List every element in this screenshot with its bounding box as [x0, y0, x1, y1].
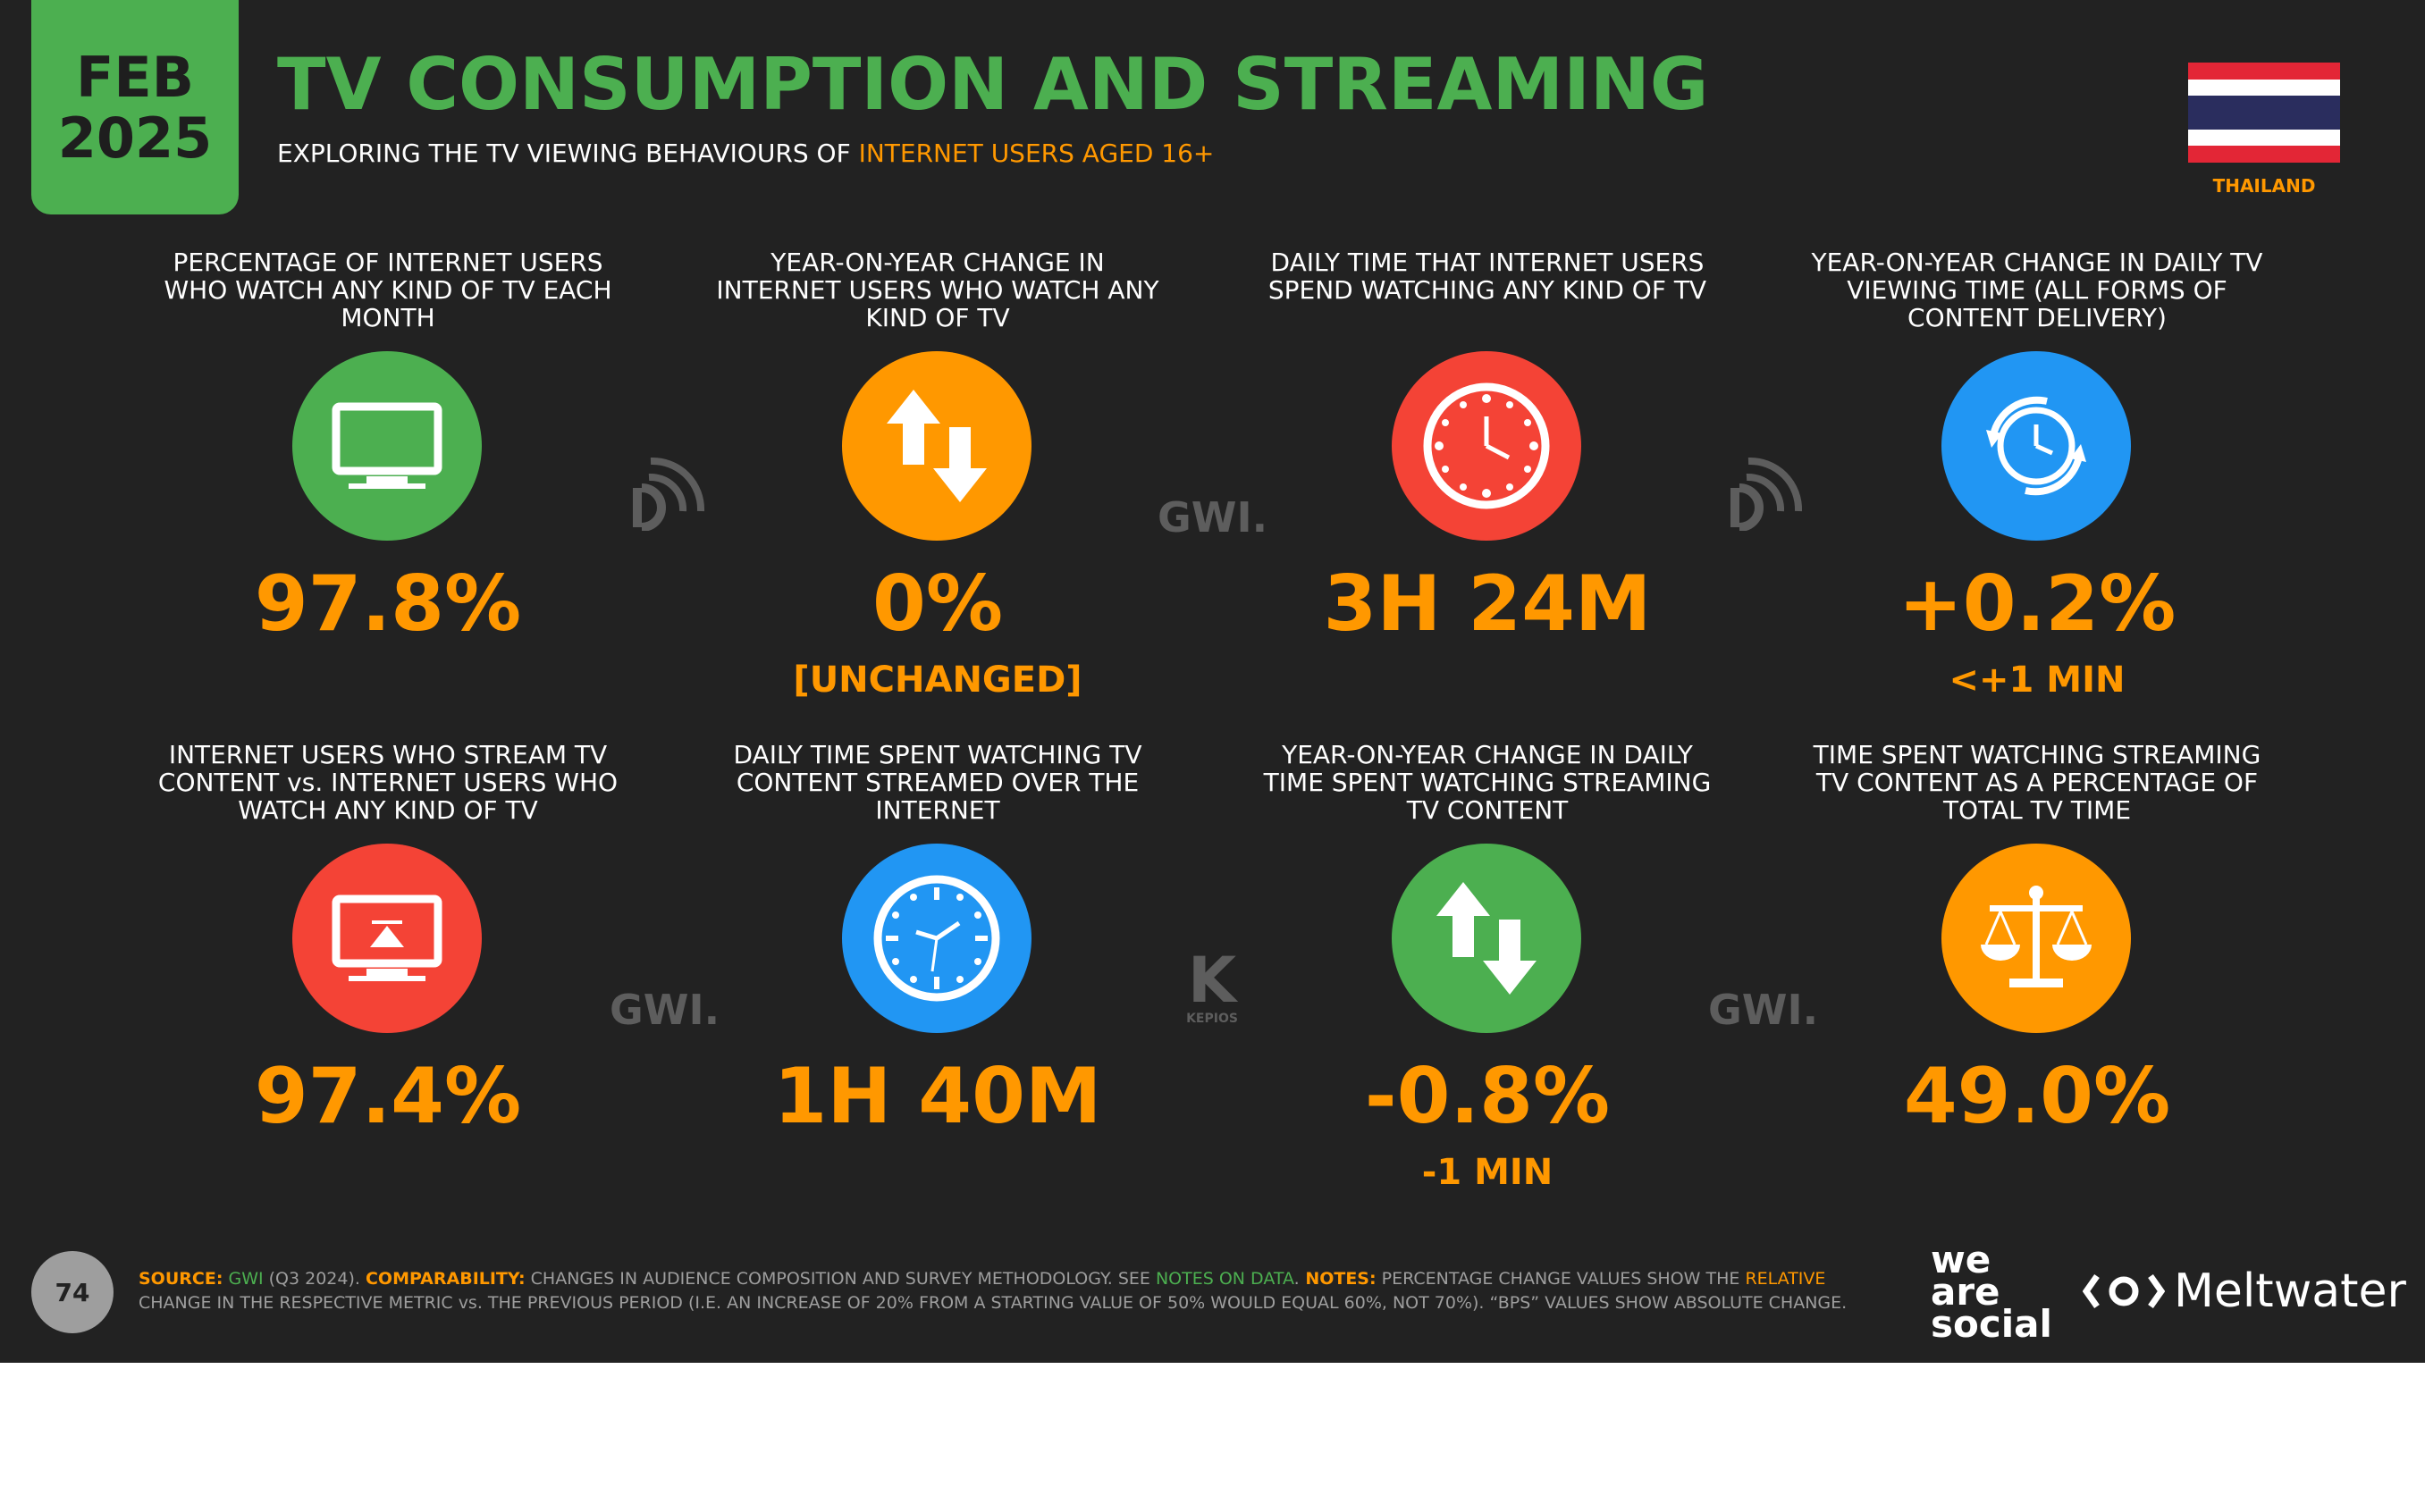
- stat-label: YEAR-ON-YEAR CHANGE IN DAILY TIME SPENT …: [1263, 740, 1712, 825]
- page-title: TV CONSUMPTION AND STREAMING: [277, 43, 1709, 126]
- stat-value: 0%: [871, 559, 1003, 649]
- country-label: THAILAND: [2212, 175, 2316, 197]
- notes-label: NOTES:: [1299, 1269, 1377, 1289]
- tv-icon: [292, 351, 482, 541]
- kepios-logo-icon: K: [1187, 944, 1237, 1017]
- stat-subvalue: [UNCHANGED]: [793, 659, 1082, 701]
- clock-refresh-icon: [1941, 351, 2131, 541]
- stat-label: INTERNET USERS WHO STREAM TV CONTENT vs.…: [157, 740, 619, 825]
- stat-label: PERCENTAGE OF INTERNET USERS WHO WATCH A…: [164, 248, 612, 332]
- scales-icon: [1941, 844, 2131, 1033]
- subtitle-text: EXPLORING THE TV VIEWING BEHAVIOURS OF: [277, 139, 859, 168]
- up-down-arrows-icon: [1392, 844, 1581, 1033]
- datareportal-watermark-icon: [1729, 456, 1804, 534]
- tv-airplay-icon: [292, 844, 482, 1033]
- comparability-label: COMPARABILITY:: [365, 1269, 526, 1289]
- notes-text: PERCENTAGE CHANGE VALUES SHOW THE: [1376, 1269, 1746, 1289]
- logo-social: social: [1931, 1302, 2052, 1346]
- subtitle-highlight: INTERNET USERS AGED 16+: [858, 139, 1215, 168]
- logo-we: we: [1931, 1238, 1991, 1281]
- page-number: 74: [31, 1251, 114, 1333]
- stat-label: DAILY TIME THAT INTERNET USERS SPEND WAT…: [1267, 248, 1707, 305]
- source-period: (Q3 2024).: [263, 1269, 366, 1289]
- stat-label: YEAR-ON-YEAR CHANGE IN INTERNET USERS WH…: [716, 248, 1159, 332]
- gwi-watermark: GWI.: [1708, 986, 1819, 1034]
- stat-value: 49.0%: [1903, 1052, 2171, 1141]
- kepios-text: KEPIOS: [1186, 1012, 1238, 1026]
- gwi-watermark: GWI.: [610, 986, 720, 1034]
- date-year: 2025: [57, 105, 213, 171]
- stat-subvalue: <+1 MIN: [1949, 659, 2126, 701]
- notes-text-2: CHANGE IN THE RESPECTIVE METRIC vs. THE …: [139, 1293, 1848, 1313]
- stat-value: +0.2%: [1898, 559, 2177, 649]
- logo-are: are: [1931, 1270, 2000, 1314]
- stat-subvalue: -1 MIN: [1421, 1152, 1554, 1193]
- up-down-arrows-icon: [842, 351, 1031, 541]
- page-subtitle: EXPLORING THE TV VIEWING BEHAVIOURS OF I…: [277, 139, 1214, 168]
- date-badge: FEB 2025: [31, 0, 239, 214]
- notes-relative: RELATIVE: [1745, 1269, 1826, 1289]
- stat-label: TIME SPENT WATCHING STREAMING TV CONTENT…: [1813, 740, 2261, 825]
- meltwater-text: Meltwater: [2174, 1264, 2406, 1318]
- date-month: FEB: [76, 45, 194, 110]
- stat-label: DAILY TIME SPENT WATCHING TV CONTENT STR…: [733, 740, 1142, 825]
- meltwater-logo: Meltwater: [2083, 1264, 2406, 1318]
- source-label: SOURCE:: [139, 1269, 223, 1289]
- datareportal-watermark-icon: [631, 456, 706, 534]
- stat-value: 1H 40M: [773, 1052, 1102, 1141]
- stat-value: 97.8%: [254, 559, 522, 649]
- stat-label: YEAR-ON-YEAR CHANGE IN DAILY TV VIEWING …: [1811, 248, 2263, 332]
- stat-value: 3H 24M: [1323, 559, 1652, 649]
- kepios-watermark: K KEPIOS: [1176, 949, 1248, 1026]
- clock-icon: [1392, 351, 1581, 541]
- slide: FEB 2025 TV CONSUMPTION AND STREAMING EX…: [0, 0, 2425, 1363]
- thailand-flag: [2188, 63, 2340, 163]
- we-are-social-logo: we are social: [1931, 1238, 2052, 1346]
- gwi-watermark: GWI.: [1158, 493, 1268, 542]
- stat-value: 97.4%: [254, 1052, 522, 1141]
- comparability-text: CHANGES IN AUDIENCE COMPOSITION AND SURV…: [525, 1269, 1156, 1289]
- stat-value: -0.8%: [1364, 1052, 1611, 1141]
- notes-on-data-link[interactable]: NOTES ON DATA: [1155, 1269, 1294, 1289]
- footer-notes: SOURCE: GWI (Q3 2024). COMPARABILITY: CH…: [139, 1269, 1848, 1313]
- source-link[interactable]: GWI: [228, 1269, 264, 1289]
- clock-icon: [842, 844, 1031, 1033]
- meltwater-mark-icon: [2083, 1273, 2165, 1309]
